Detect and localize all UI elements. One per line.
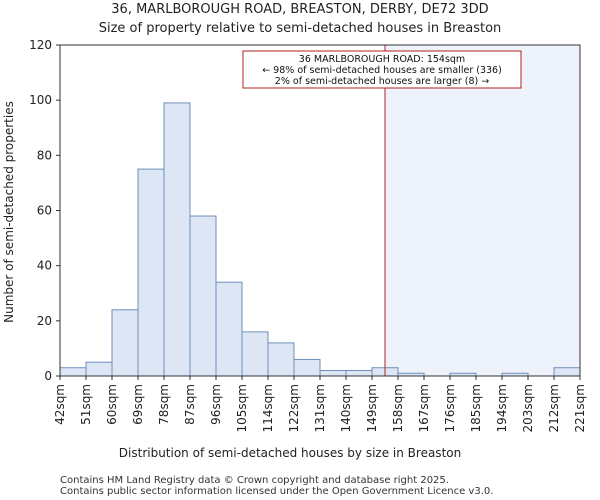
y-tick-label: 120 bbox=[29, 38, 52, 52]
plot-area: 0 20 40 60 80 100 120 42sqm 51sqm 60sqm 69sqm 78sq… bbox=[29, 38, 587, 432]
x-tick-label: 131sqm bbox=[313, 384, 327, 432]
bar-78sqm bbox=[163, 102, 191, 377]
bar-60sqm bbox=[111, 309, 139, 377]
bar-87sqm bbox=[189, 215, 217, 377]
x-axis-label: Distribution of semi-detached houses by … bbox=[119, 446, 461, 460]
chart-title: 36, MARLBOROUGH ROAD, BREASTON, DERBY, D… bbox=[111, 2, 488, 17]
x-tick-label: 60sqm bbox=[105, 384, 119, 425]
x-tick-label: 87sqm bbox=[183, 384, 197, 425]
x-axis-ticks: 42sqm 51sqm 60sqm 69sqm 78sqm 87sqm 96sqm 105sq… bbox=[53, 376, 587, 432]
annotation-box: 36 MARLBOROUGH ROAD: 154sqm ← 98% of sem… bbox=[242, 50, 522, 89]
y-tick-label: 20 bbox=[37, 314, 52, 328]
x-tick-label: 51sqm bbox=[79, 384, 93, 425]
x-tick-label: 42sqm bbox=[53, 384, 67, 425]
y-tick-label: 40 bbox=[37, 259, 52, 273]
bar-212sqm bbox=[553, 367, 581, 377]
bar-131sqm bbox=[319, 369, 347, 377]
bar-42sqm bbox=[59, 367, 87, 377]
larger-region-shade bbox=[385, 45, 580, 376]
x-tick-label: 105sqm bbox=[235, 384, 249, 432]
bar-140sqm bbox=[345, 369, 373, 377]
x-tick-label: 212sqm bbox=[547, 384, 561, 432]
x-tick-label: 78sqm bbox=[157, 384, 171, 425]
x-tick-label: 167sqm bbox=[417, 384, 431, 432]
x-tick-label: 140sqm bbox=[339, 384, 353, 432]
bar-105sqm bbox=[241, 331, 269, 377]
annotation-line-3: 2% of semi-detached houses are larger (8… bbox=[275, 76, 489, 87]
x-tick-label: 96sqm bbox=[209, 384, 223, 425]
y-tick-label: 80 bbox=[37, 148, 52, 162]
bar-114sqm bbox=[267, 342, 295, 377]
bar-69sqm bbox=[137, 168, 165, 377]
x-tick-label: 176sqm bbox=[443, 384, 457, 432]
x-tick-label: 158sqm bbox=[391, 384, 405, 432]
y-tick-label: 100 bbox=[29, 93, 52, 107]
x-tick-label: 149sqm bbox=[365, 384, 379, 432]
x-tick-label: 194sqm bbox=[495, 384, 509, 432]
chart-subtitle: Size of property relative to semi-detach… bbox=[99, 21, 502, 36]
y-axis-label: Number of semi-detached properties bbox=[2, 101, 16, 323]
x-tick-label: 221sqm bbox=[573, 384, 587, 432]
x-tick-label: 185sqm bbox=[469, 384, 483, 432]
y-tick-label: 60 bbox=[37, 204, 52, 218]
footer-line-1: Contains HM Land Registry data © Crown c… bbox=[60, 475, 449, 486]
y-axis-ticks: 0 20 40 60 80 100 120 bbox=[29, 38, 60, 383]
bar-51sqm bbox=[85, 361, 113, 377]
x-tick-label: 122sqm bbox=[287, 384, 301, 432]
y-tick-label: 0 bbox=[44, 369, 52, 383]
x-tick-label: 69sqm bbox=[131, 384, 145, 425]
annotation-line-1: 36 MARLBOROUGH ROAD: 154sqm bbox=[299, 54, 465, 65]
x-tick-label: 114sqm bbox=[261, 384, 275, 432]
x-tick-label: 203sqm bbox=[521, 384, 535, 432]
bars bbox=[59, 102, 581, 377]
bar-96sqm bbox=[215, 281, 243, 377]
footer-line-2: Contains public sector information licen… bbox=[60, 486, 493, 497]
annotation-line-2: ← 98% of semi-detached houses are smalle… bbox=[262, 65, 502, 76]
bar-122sqm bbox=[293, 358, 321, 377]
annotation-frame bbox=[242, 50, 522, 89]
